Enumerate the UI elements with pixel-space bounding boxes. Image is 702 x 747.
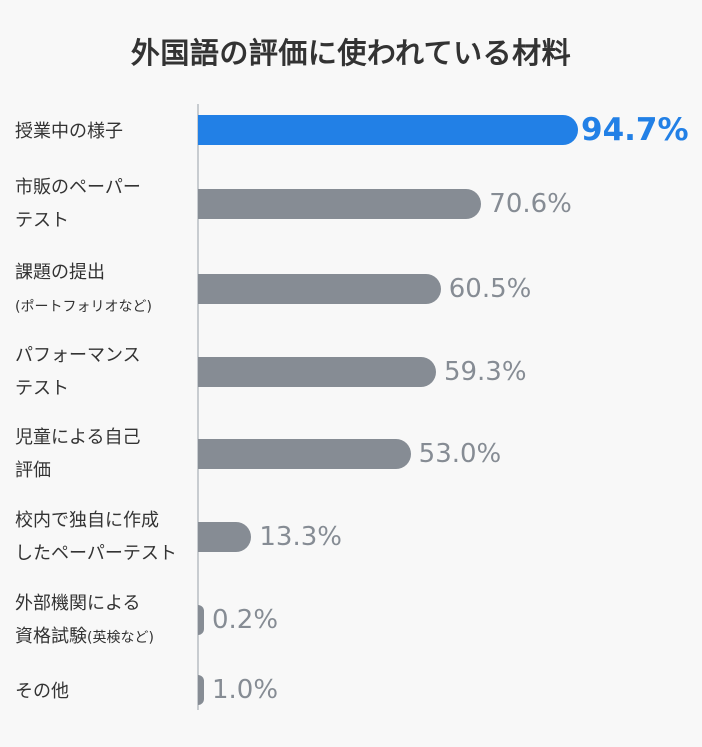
- category-label-line2: したペーパーテスト: [15, 543, 177, 564]
- value-label: 70.6%: [489, 189, 572, 219]
- bar: [198, 439, 411, 469]
- bar: [198, 522, 252, 552]
- category-label-line2: テスト: [15, 378, 69, 399]
- bar: [198, 274, 441, 304]
- bar: [198, 115, 578, 145]
- value-label: 0.2%: [212, 605, 279, 635]
- category-label: 課題の提出 (ポートフォリオなど): [15, 256, 197, 324]
- category-label: その他: [15, 675, 197, 708]
- category-label-line2: (ポートフォリオなど): [15, 299, 152, 315]
- category-label-line1: パフォーマンス: [15, 345, 141, 366]
- value-label: 53.0%: [418, 439, 502, 469]
- bar: [198, 357, 436, 387]
- value-label: 13.3%: [259, 522, 342, 552]
- category-label: 校内で独自に作成 したペーパーテスト: [15, 504, 197, 570]
- category-label-line1: 市販のペーパー: [15, 177, 141, 198]
- category-label-line1: 校内で独自に作成: [15, 510, 159, 531]
- category-label-line1: その他: [15, 681, 69, 702]
- value-label: 60.5%: [448, 274, 532, 304]
- category-label-line2: 評価: [15, 460, 51, 481]
- bar: [198, 605, 204, 635]
- category-label: 児童による自己 評価: [15, 421, 197, 487]
- value-label: 1.0%: [212, 675, 279, 705]
- category-label-line2: テスト: [15, 210, 69, 231]
- bar: [198, 675, 204, 705]
- category-label: 授業中の様子: [15, 115, 197, 148]
- category-label: 外部機関による 資格試験(英検など): [15, 587, 197, 655]
- y-axis-line: [197, 104, 199, 710]
- category-label-line2: 資格試験(英検など): [15, 626, 154, 647]
- category-label-line1: 外部機関による: [15, 593, 141, 614]
- category-label: パフォーマンス テスト: [15, 339, 197, 405]
- category-label: 市販のペーパー テスト: [15, 171, 197, 237]
- value-label: 59.3%: [443, 357, 527, 387]
- bar: [198, 189, 482, 219]
- category-label-line1: 課題の提出: [15, 262, 105, 283]
- chart-title: 外国語の評価に使われている材料: [130, 36, 572, 70]
- category-label-line1: 授業中の様子: [15, 121, 123, 142]
- category-label-line1: 児童による自己: [15, 427, 141, 448]
- value-label: 94.7%: [581, 112, 689, 148]
